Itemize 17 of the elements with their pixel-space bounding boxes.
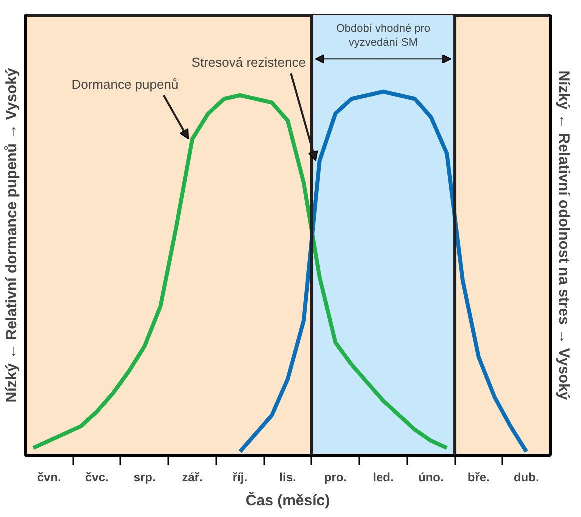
x-tick-label: pro. <box>324 470 348 484</box>
x-tick-label: říj. <box>232 470 248 484</box>
x-tick-label: lis. <box>280 470 296 484</box>
x-tick-label: čvc. <box>85 470 109 484</box>
y2-axis-title: Nízký ← Relativní odolnost na stres → Vysoký <box>556 70 572 401</box>
x-axis-title: Čas (měsíc) <box>246 492 330 510</box>
text: Dormance pupenů <box>72 76 179 92</box>
x-tick-label: zář. <box>182 470 203 484</box>
text: Stresová rezistence <box>192 55 306 70</box>
x-tick-label: srp. <box>134 470 156 484</box>
x-tick-label: bře. <box>468 470 490 484</box>
x-tick-label: led. <box>373 470 394 484</box>
x-tick-label: dub. <box>514 470 540 484</box>
x-tick-label: čvn. <box>37 470 62 484</box>
text: Období vhodné pro vyzvedání SM <box>336 22 431 50</box>
y-axis-title: Nízký ← Relativní dormance pupenů → Vysoký <box>4 68 20 403</box>
x-tick-label: úno. <box>418 470 444 484</box>
